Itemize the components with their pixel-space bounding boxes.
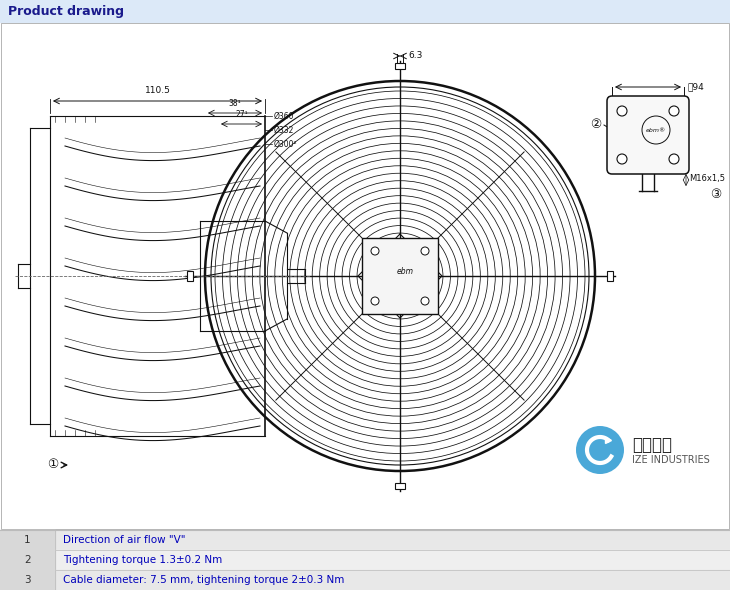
Circle shape (371, 247, 379, 255)
Text: 1: 1 (24, 535, 31, 545)
Bar (0, 570, 55, 590)
Bar (0, 530, 55, 550)
Text: ebm®: ebm® (646, 127, 666, 133)
Text: 2: 2 (24, 555, 31, 565)
Bar (0, 570, 730, 590)
Bar (0, 550, 730, 570)
Text: 38¹: 38¹ (228, 99, 242, 108)
Text: 3: 3 (24, 575, 31, 585)
Text: ①: ① (47, 457, 58, 470)
Circle shape (617, 106, 627, 116)
Bar (1, 23, 729, 529)
Circle shape (669, 106, 679, 116)
Text: 爱澡工业: 爱澡工业 (632, 436, 672, 454)
FancyBboxPatch shape (607, 96, 689, 174)
Bar (0, 0, 730, 22)
Circle shape (371, 297, 379, 305)
Text: 94: 94 (688, 83, 704, 91)
Text: Cable diameter: 7.5 mm, tightening torque 2±0.3 Nm: Cable diameter: 7.5 mm, tightening torqu… (63, 575, 345, 585)
Circle shape (617, 154, 627, 164)
Text: Ø300²: Ø300² (274, 139, 298, 149)
Text: IZE INDUSTRIES: IZE INDUSTRIES (632, 455, 710, 465)
Circle shape (576, 426, 624, 474)
Circle shape (421, 297, 429, 305)
Text: Tightening torque 1.3±0.2 Nm: Tightening torque 1.3±0.2 Nm (63, 555, 222, 565)
Text: Product drawing: Product drawing (8, 5, 124, 18)
Bar (395, 483, 405, 489)
Text: ③: ③ (710, 188, 722, 202)
Text: Ø332: Ø332 (274, 126, 294, 135)
Bar (187, 271, 193, 281)
Text: 27¹: 27¹ (235, 110, 247, 119)
Text: 6.3: 6.3 (408, 51, 423, 61)
Circle shape (421, 247, 429, 255)
Bar (607, 271, 613, 281)
Text: Ø360: Ø360 (274, 112, 294, 120)
Bar (362, 238, 438, 314)
Circle shape (669, 154, 679, 164)
Bar (395, 63, 405, 69)
Text: M16x1,5: M16x1,5 (689, 175, 725, 183)
Bar (0, 530, 730, 550)
Text: 110.5: 110.5 (145, 86, 170, 95)
Bar (0, 550, 55, 570)
Text: ebm: ebm (396, 267, 413, 276)
Text: ②: ② (591, 119, 602, 132)
Text: Direction of air flow "V": Direction of air flow "V" (63, 535, 185, 545)
